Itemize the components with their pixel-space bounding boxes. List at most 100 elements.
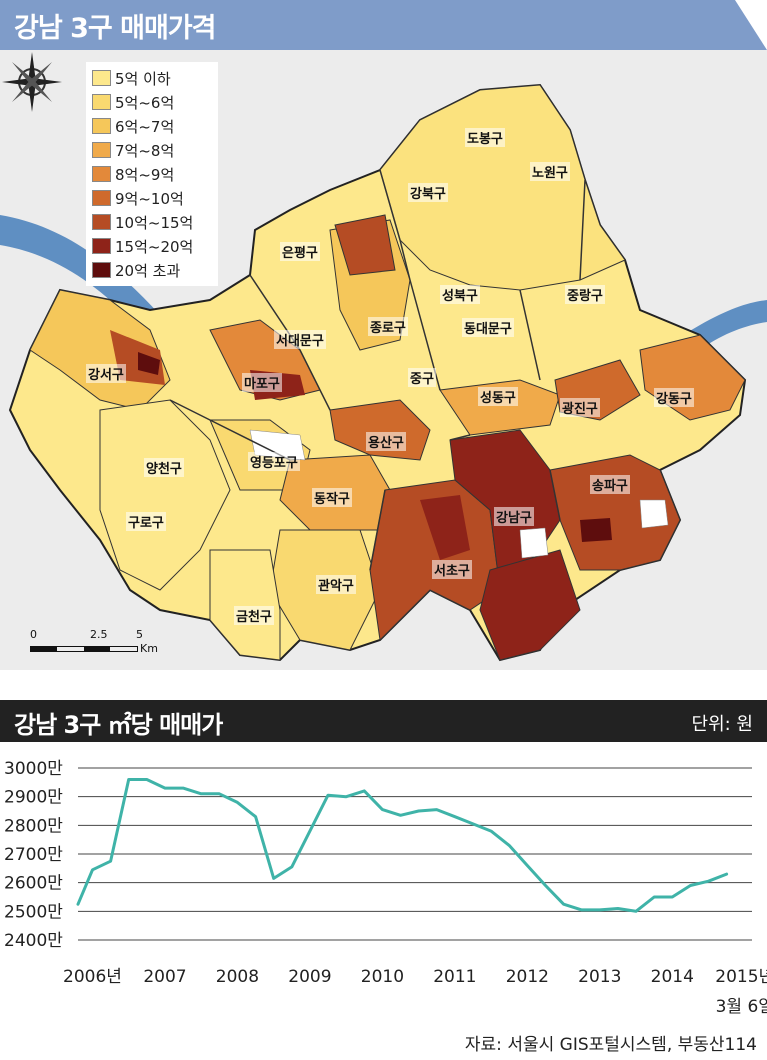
legend-label: 7억~8억 [115,141,175,160]
zone-geumcheon [209,549,281,661]
zone-jongno-dark [334,214,396,276]
legend-item: 7억~8억 [92,138,212,162]
district-label: 성북구 [440,285,480,304]
legend-label: 5억 이하 [115,69,171,88]
white-patch-3 [639,499,669,529]
scale-label-5: 5 [136,628,143,641]
district-label: 구로구 [126,512,166,531]
map-title: 강남 3구 매매가격 [14,13,216,44]
source-note: 자료: 서울시 GIS포털시스템, 부동산114 [464,1035,757,1055]
y-tick-label: 2800만 [4,816,63,836]
zone-songpa-dark [580,518,612,542]
district-label: 동작구 [312,488,352,507]
legend-swatch [92,70,111,86]
legend-label: 5억~6억 [115,93,175,112]
zone-seocho-dark [420,495,470,560]
chart-unit: 단위: 원 [691,714,753,735]
compass-icon [2,52,62,112]
y-tick-label: 2400만 [4,931,63,951]
legend-item: 6억~7억 [92,114,212,138]
scale-label-0: 0 [30,628,37,641]
district-label: 강남구 [494,507,534,526]
chart-title: 강남 3구 ㎡당 매매가 [14,711,223,739]
district-label: 노원구 [530,162,570,181]
x-tick-label: 2006년 [63,967,122,987]
x-tick-label: 2013 [578,967,621,987]
district-label: 관악구 [316,575,356,594]
map-header: 강남 3구 매매가격 [0,0,767,50]
x-tick-label: 2014 [651,967,694,987]
x-tick-label: 2009 [288,967,331,987]
x-tick-label: 2008 [216,967,259,987]
district-label: 강북구 [408,183,448,202]
legend-item: 9억~10억 [92,186,212,210]
map-scale: 0 2.5 5 Km [30,628,190,658]
y-tick-label: 2500만 [4,902,63,922]
x-tick-label: 2010 [361,967,404,987]
legend-swatch [92,238,111,254]
legend-swatch [92,262,111,278]
scale-label-2-5: 2.5 [90,628,108,641]
legend-item: 5억~6억 [92,90,212,114]
y-tick-label: 2900만 [4,788,63,808]
legend-item: 8억~9억 [92,162,212,186]
district-label: 성동구 [478,387,518,406]
seoul-map: 5억 이하 5억~6억 6억~7억 7억~8억 8억~9억 9억~10억 10억~15억 15… [0,50,767,670]
legend-swatch [92,142,111,158]
legend-label: 10억~15억 [115,213,194,232]
district-label: 강동구 [654,388,694,407]
x-tick-label: 2011 [433,967,476,987]
legend-swatch [92,118,111,134]
legend-item: 10억~15억 [92,210,212,234]
district-label: 종로구 [368,317,408,336]
zone-seongdong [439,379,561,436]
x-tick-label: 2007 [143,967,186,987]
legend-swatch [92,190,111,206]
zone-gangseo-darkest [138,352,160,375]
district-label: 영등포구 [248,452,300,471]
legend-swatch [92,94,111,110]
legend-item: 15억~20억 [92,234,212,258]
district-label: 마포구 [242,373,282,392]
x-tick-label: 2012 [506,967,549,987]
y-tick-label: 2600만 [4,874,63,894]
y-tick-label: 3000만 [4,759,63,779]
zone-north [379,84,626,291]
legend-label: 6억~7억 [115,117,175,136]
district-label: 중구 [408,368,436,387]
zone-gangnam-south [479,549,581,661]
legend-item: 20억 초과 [92,258,212,282]
map-header-tab [735,0,767,50]
district-label: 동대문구 [462,318,514,337]
map-header-bar [0,0,735,50]
district-label: 용산구 [366,432,406,451]
district-label: 금천구 [234,606,274,625]
district-label: 광진구 [560,398,600,417]
district-label: 도봉구 [465,128,505,147]
scale-bar [30,646,138,652]
legend-label: 8억~9억 [115,165,175,184]
district-label: 서초구 [432,560,472,579]
legend-swatch [92,214,111,230]
legend-label: 9억~10억 [115,189,184,208]
zone-southwest [99,399,231,591]
district-label: 중랑구 [565,285,605,304]
district-label: 은평구 [280,242,320,261]
white-patch-2 [519,527,549,559]
legend-swatch [92,166,111,182]
scale-unit: Km [140,642,158,655]
district-label: 서대문구 [274,330,326,349]
legend-label: 20억 초과 [115,261,181,280]
district-label: 송파구 [590,475,630,494]
series-line [76,778,729,913]
x-end-label: 3월 6일 [716,997,767,1017]
district-boundaries [169,169,586,571]
legend-label: 15억~20억 [115,237,194,256]
y-tick-label: 2700만 [4,845,63,865]
legend-item: 5억 이하 [92,66,212,90]
x-tick-label: 2015년 [715,967,767,987]
district-label: 양천구 [144,458,184,477]
district-label: 강서구 [86,364,126,383]
price-line-chart: 3000만 2900만 2800만 2700만 2600만 2500만 2400만2006년… [4,759,767,1017]
map-legend: 5억 이하 5억~6억 6억~7억 7억~8억 8억~9억 9억~10억 10억~15억 15… [86,62,218,286]
